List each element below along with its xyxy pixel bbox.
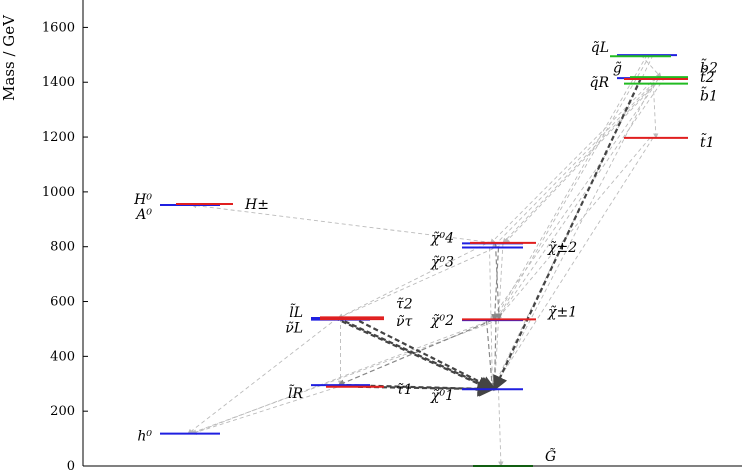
decay-qR-to-chi10 xyxy=(493,77,642,392)
decay-gluino-to-chi2p xyxy=(504,76,663,244)
decay-qL-to-chi20 xyxy=(494,54,648,321)
label-b2: b̃2 xyxy=(700,57,718,76)
decay-gluino-to-t1 xyxy=(652,77,659,139)
label-nutau: ν̃τ xyxy=(396,314,413,330)
y-tick-label-1600: 1600 xyxy=(42,20,75,35)
decay-qL-to-gluino xyxy=(640,54,662,78)
y-tick-label-400: 400 xyxy=(50,349,75,364)
decay-qL-to-chi10 xyxy=(492,54,654,391)
decay-chi40-to-H0 xyxy=(191,202,499,244)
decay-chi2p-to-lL xyxy=(337,242,507,319)
decay-b2-to-chi10 xyxy=(494,77,657,391)
y-tick-label-1200: 1200 xyxy=(42,130,75,145)
label-H0: H⁰ xyxy=(133,192,152,208)
y-tick-label-1000: 1000 xyxy=(42,185,75,200)
label-chi10: χ̃⁰1 xyxy=(430,388,454,404)
decay-lR-to-h0 xyxy=(191,384,344,435)
label-qR: q̃R xyxy=(589,75,609,91)
label-G: G̃ xyxy=(545,447,556,465)
decay-t1-to-chi10 xyxy=(492,137,654,391)
y-tick-label-0: 0 xyxy=(67,459,75,471)
label-h0: h⁰ xyxy=(137,429,152,445)
label-chi20: χ̃⁰2 xyxy=(430,313,454,329)
decay-chi10-to-G xyxy=(498,389,504,467)
label-tau2: τ̃2 xyxy=(396,296,413,312)
decay-chi20-to-lR xyxy=(337,319,493,387)
mass-levels xyxy=(160,54,688,467)
decay-t1-to-chi1p xyxy=(496,137,651,321)
label-t1: t̃1 xyxy=(700,132,715,151)
decay-lL-to-chi10 xyxy=(337,316,495,391)
decay-lL-to-h0 xyxy=(187,317,338,435)
y-tick-label-800: 800 xyxy=(50,240,75,255)
decay-gluino-to-chi30 xyxy=(491,76,660,249)
decay-chi40-to-chi1p xyxy=(494,243,503,321)
decay-t2-to-chi2p xyxy=(502,78,660,244)
label-chi30: χ̃⁰3 xyxy=(430,255,454,271)
y-tick-label-600: 600 xyxy=(50,295,75,310)
label-tau1: τ̃1 xyxy=(396,382,413,398)
y-tick-label-200: 200 xyxy=(50,404,75,419)
label-Hpm: H± xyxy=(244,197,269,213)
label-A0: A⁰ xyxy=(134,207,152,223)
decay-arrows xyxy=(187,54,666,467)
label-lR: l̃R xyxy=(288,384,303,402)
decay-b1-to-chi20 xyxy=(489,83,657,321)
decay-chi1p-to-chi10 xyxy=(491,319,499,391)
decay-chi30-to-chi20 xyxy=(491,247,500,322)
y-axis-title: Mass / GeV xyxy=(0,14,18,101)
label-qL: q̃L xyxy=(591,40,609,56)
label-t2: t̃2 xyxy=(700,67,715,86)
decay-gluino-to-chi1p xyxy=(496,77,666,321)
decay-chi1p-to-h0 xyxy=(191,318,494,435)
label-gluino: g̃ xyxy=(613,60,622,76)
label-nuL: ν̃L xyxy=(285,321,303,337)
decay-qL-to-chi1p xyxy=(496,54,651,321)
decay-lL-to-chi10 xyxy=(334,316,493,391)
decay-tau1-to-chi10 xyxy=(357,381,493,397)
label-chi2p: χ̃±2 xyxy=(547,240,577,256)
y-tick-label-1400: 1400 xyxy=(42,75,75,90)
label-chi40: χ̃⁰4 xyxy=(430,230,454,246)
decay-tau2-to-chi10 xyxy=(351,316,497,391)
label-lL: l̃L xyxy=(289,303,303,321)
label-chi1p: χ̃±1 xyxy=(547,304,577,320)
label-b1: b̃1 xyxy=(700,86,718,105)
